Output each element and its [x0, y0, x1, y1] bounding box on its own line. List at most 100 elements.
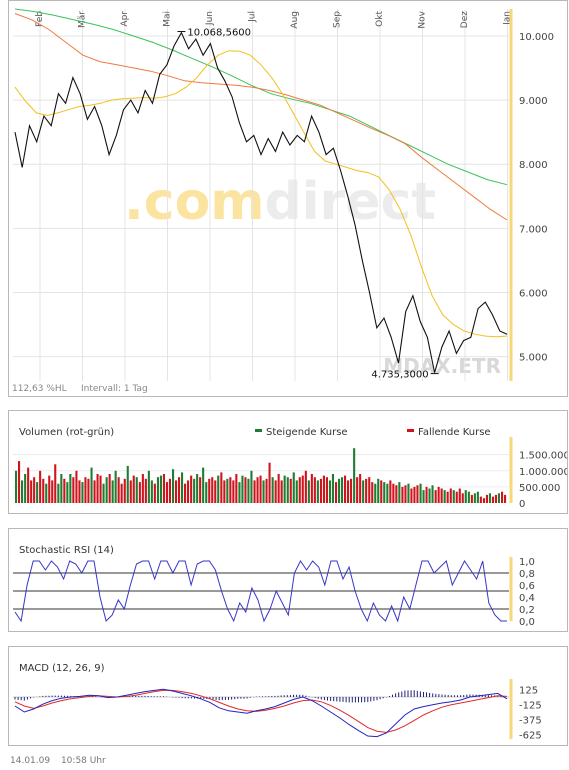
- volume-bar: [482, 498, 485, 503]
- volume-bar: [111, 480, 114, 503]
- volume-bar: [220, 472, 223, 503]
- volume-bar: [141, 474, 144, 503]
- volume-bar: [202, 467, 205, 503]
- volume-bar: [18, 461, 21, 503]
- volume-bar: [328, 480, 331, 503]
- volume-bar: [431, 485, 434, 503]
- stoch-rsi-ytick: 0,0: [519, 617, 535, 628]
- legend-down-swatch: [407, 429, 414, 432]
- volume-bar: [54, 464, 57, 503]
- volume-bar: [241, 475, 244, 503]
- volume-bar: [301, 475, 304, 503]
- volume-bar: [479, 496, 482, 503]
- volume-bar: [120, 483, 123, 503]
- volume-bar: [123, 478, 126, 503]
- footer-time: 10:58 Uhr: [60, 756, 106, 766]
- volume-bar: [178, 477, 181, 503]
- volume-bar: [325, 477, 328, 503]
- month-label-mar: Mär: [78, 11, 88, 28]
- volume-bar: [256, 477, 259, 503]
- volume-panel: Volumen (rot-grün) Steigende Kurse Fallend…: [8, 410, 568, 514]
- volume-bar: [81, 482, 84, 503]
- high-annotation: 10.068,5600: [187, 28, 251, 39]
- volume-bar: [470, 494, 473, 503]
- volume-bar: [193, 478, 196, 503]
- volume-bar: [87, 478, 90, 503]
- macd-ytick: -375: [519, 716, 542, 727]
- stoch-rsi-line: [14, 560, 507, 623]
- volume-bar: [371, 482, 374, 503]
- volume-bar: [69, 474, 72, 503]
- month-label-jun: Jun: [205, 11, 215, 26]
- volume-bar: [165, 482, 168, 503]
- price-ytick: 6.000: [519, 288, 548, 299]
- footer-date: 14.01.09: [10, 756, 51, 766]
- volume-chart: Volumen (rot-grün) Steigende Kurse Fallend…: [13, 427, 567, 510]
- volume-title: Volumen (rot-grün): [19, 427, 114, 438]
- watermark-symbol: MDAX.ETR: [383, 354, 501, 378]
- series-ma100: [14, 13, 508, 221]
- volume-bar: [464, 490, 467, 503]
- volume-bar: [99, 475, 102, 503]
- volume-bar: [380, 480, 383, 503]
- series-ma38: [14, 50, 508, 338]
- month-label-sep: Sep: [333, 11, 343, 28]
- legend-up-swatch: [255, 429, 262, 432]
- volume-bar: [135, 477, 138, 503]
- volume-bar: [338, 478, 341, 503]
- volume-bar: [491, 496, 494, 503]
- volume-bar: [392, 483, 395, 503]
- stoch-rsi-title: Stochastic RSI (14): [19, 545, 114, 556]
- macd-chart: MACD (12, 26, 9) 125 -125 -375 -625: [13, 663, 542, 742]
- macd-line: [14, 688, 508, 738]
- volume-bar: [96, 474, 99, 503]
- volume-bar: [383, 482, 386, 503]
- stoch-rsi-ytick: 0,2: [519, 605, 535, 616]
- volume-bar: [283, 475, 286, 503]
- volume-bar: [368, 477, 371, 503]
- volume-bar: [138, 482, 141, 503]
- macd-ytick: 125: [519, 686, 538, 697]
- volume-bar: [335, 482, 338, 503]
- volume-bar: [455, 491, 458, 503]
- volume-bar: [419, 483, 422, 503]
- volume-bar: [208, 478, 211, 503]
- volume-bar: [446, 491, 449, 503]
- volume-bar: [341, 477, 344, 503]
- volume-bar: [504, 494, 507, 503]
- volume-bar: [289, 478, 292, 503]
- macd-title: MACD (12, 26, 9): [19, 663, 105, 674]
- volume-bar: [377, 478, 380, 503]
- volume-bar: [36, 482, 39, 503]
- month-label-aug: Aug: [290, 11, 300, 29]
- volume-ytick: 1.500.000: [519, 451, 567, 462]
- volume-bar: [184, 483, 187, 503]
- volume-bar: [15, 470, 18, 503]
- volume-bar: [235, 474, 238, 503]
- volume-bar: [156, 477, 159, 503]
- volume-bar: [304, 470, 307, 503]
- price-ytick: 7.000: [519, 224, 548, 235]
- volume-bar: [292, 472, 295, 503]
- volume-bar: [229, 477, 232, 503]
- volume-bar: [211, 477, 214, 503]
- volume-bar: [501, 491, 504, 503]
- volume-bar: [262, 480, 265, 503]
- volume-bar: [132, 475, 135, 503]
- timestamp: 14.01.09 10:58 Uhr: [10, 756, 114, 766]
- macd-ytick: -625: [519, 731, 542, 742]
- volume-bar: [199, 477, 202, 503]
- volume-bar: [440, 488, 443, 503]
- volume-bar: [114, 470, 117, 503]
- volume-bar: [277, 474, 280, 503]
- volume-bar: [90, 467, 93, 503]
- volume-bar: [78, 480, 81, 503]
- month-label-okt: Okt: [375, 11, 385, 27]
- volume-bar: [286, 477, 289, 503]
- price-ytick: 5.000: [519, 353, 548, 364]
- volume-bar: [268, 462, 271, 503]
- month-label-jan: Jan: [503, 11, 513, 26]
- volume-bar: [274, 480, 277, 503]
- volume-bar: [395, 485, 398, 503]
- volume-bar: [307, 480, 310, 503]
